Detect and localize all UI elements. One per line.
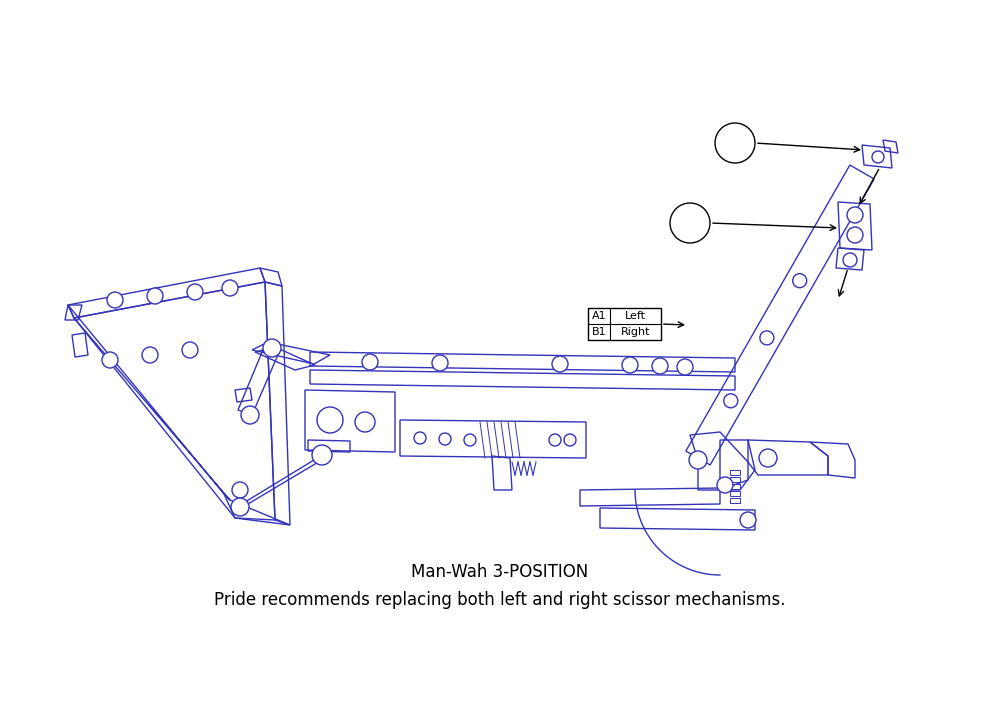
Circle shape bbox=[552, 356, 568, 372]
Text: B1: B1 bbox=[592, 327, 606, 337]
Circle shape bbox=[439, 433, 451, 445]
Circle shape bbox=[142, 347, 158, 363]
Circle shape bbox=[222, 280, 238, 296]
Circle shape bbox=[652, 358, 668, 374]
Text: Man-Wah 3-POSITION: Man-Wah 3-POSITION bbox=[411, 563, 589, 581]
Circle shape bbox=[793, 274, 807, 288]
Text: Pride recommends replacing both left and right scissor mechanisms.: Pride recommends replacing both left and… bbox=[214, 591, 786, 609]
Circle shape bbox=[872, 151, 884, 163]
Circle shape bbox=[464, 434, 476, 446]
Circle shape bbox=[102, 352, 118, 368]
Circle shape bbox=[432, 355, 448, 371]
Text: Left: Left bbox=[625, 311, 646, 321]
Text: A1: A1 bbox=[592, 311, 606, 321]
Circle shape bbox=[740, 512, 756, 528]
Circle shape bbox=[677, 359, 693, 375]
Circle shape bbox=[362, 354, 378, 370]
Circle shape bbox=[670, 203, 710, 243]
Circle shape bbox=[760, 331, 774, 345]
Text: Right: Right bbox=[621, 327, 650, 337]
Circle shape bbox=[847, 207, 863, 223]
Circle shape bbox=[312, 445, 332, 465]
Circle shape bbox=[241, 406, 259, 424]
Circle shape bbox=[847, 227, 863, 243]
Circle shape bbox=[724, 394, 738, 408]
Circle shape bbox=[564, 434, 576, 446]
Circle shape bbox=[107, 292, 123, 308]
Circle shape bbox=[622, 357, 638, 373]
Circle shape bbox=[715, 123, 755, 163]
Circle shape bbox=[414, 432, 426, 444]
Text: C1: C1 bbox=[726, 136, 744, 150]
Circle shape bbox=[147, 288, 163, 304]
Circle shape bbox=[187, 284, 203, 300]
Circle shape bbox=[843, 253, 857, 267]
Circle shape bbox=[355, 412, 375, 432]
Circle shape bbox=[231, 498, 249, 516]
Circle shape bbox=[182, 342, 198, 358]
Circle shape bbox=[689, 451, 707, 469]
Circle shape bbox=[317, 407, 343, 433]
Circle shape bbox=[263, 339, 281, 357]
Circle shape bbox=[717, 477, 733, 493]
Circle shape bbox=[232, 482, 248, 498]
Circle shape bbox=[549, 434, 561, 446]
Text: D1: D1 bbox=[680, 216, 700, 230]
Bar bbox=[588, 308, 661, 340]
Circle shape bbox=[759, 449, 777, 467]
